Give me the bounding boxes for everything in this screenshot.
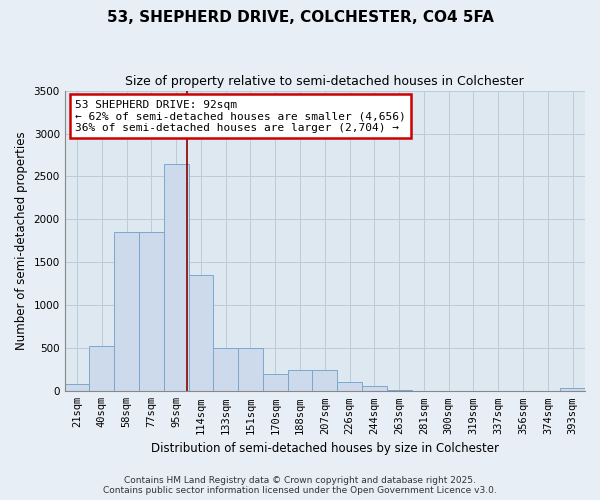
Text: 53, SHEPHERD DRIVE, COLCHESTER, CO4 5FA: 53, SHEPHERD DRIVE, COLCHESTER, CO4 5FA xyxy=(107,10,493,25)
Bar xyxy=(337,382,362,392)
Bar xyxy=(214,348,238,392)
Text: Contains HM Land Registry data © Crown copyright and database right 2025.
Contai: Contains HM Land Registry data © Crown c… xyxy=(103,476,497,495)
Bar xyxy=(164,164,188,392)
Bar xyxy=(362,386,387,392)
X-axis label: Distribution of semi-detached houses by size in Colchester: Distribution of semi-detached houses by … xyxy=(151,442,499,455)
Text: 53 SHEPHERD DRIVE: 92sqm
← 62% of semi-detached houses are smaller (4,656)
36% o: 53 SHEPHERD DRIVE: 92sqm ← 62% of semi-d… xyxy=(75,100,406,133)
Bar xyxy=(89,346,114,392)
Bar xyxy=(114,232,139,392)
Bar xyxy=(560,388,585,392)
Bar xyxy=(313,370,337,392)
Title: Size of property relative to semi-detached houses in Colchester: Size of property relative to semi-detach… xyxy=(125,75,524,88)
Bar xyxy=(188,276,214,392)
Y-axis label: Number of semi-detached properties: Number of semi-detached properties xyxy=(15,132,28,350)
Bar xyxy=(287,370,313,392)
Bar xyxy=(139,232,164,392)
Bar xyxy=(263,374,287,392)
Bar xyxy=(387,390,412,392)
Bar xyxy=(238,348,263,392)
Bar xyxy=(65,384,89,392)
